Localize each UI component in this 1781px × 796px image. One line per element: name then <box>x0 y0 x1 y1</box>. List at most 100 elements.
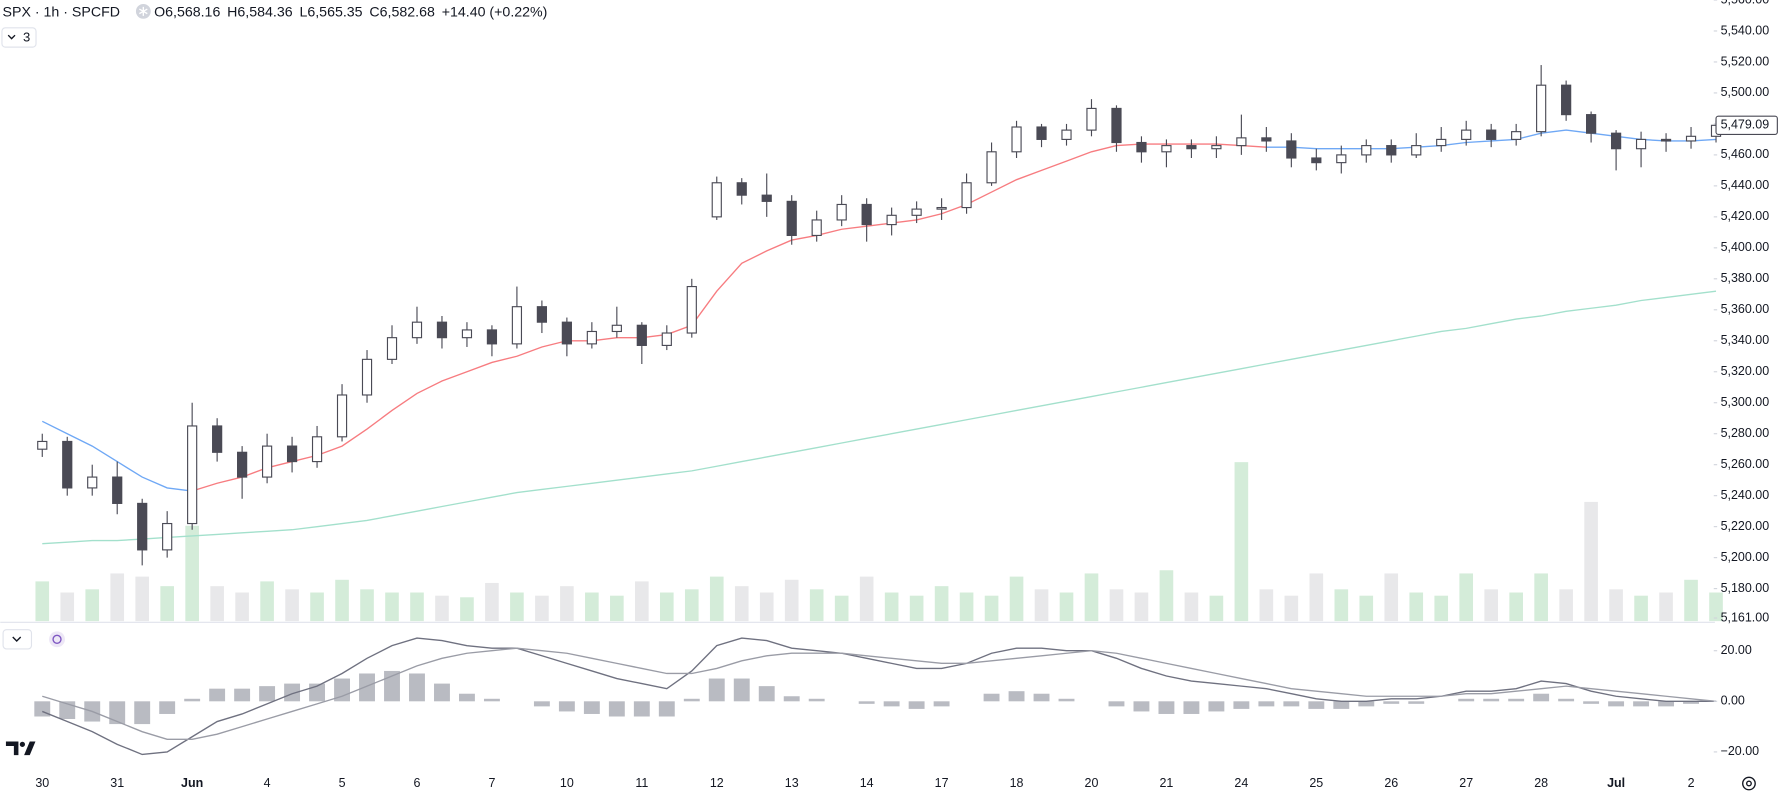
candle-body <box>536 306 548 323</box>
candle-body <box>1411 145 1422 156</box>
symbol: SPX · 1h · SPCFD <box>3 4 120 20</box>
volume-bar <box>85 589 100 622</box>
macd-histogram-bar <box>658 701 675 717</box>
macd-histogram-bar <box>134 701 151 725</box>
y-tick-label: 5,380.00 <box>1721 271 1770 285</box>
volume-bar <box>1409 592 1424 622</box>
candle-body <box>1610 132 1622 150</box>
candle-body <box>1136 141 1147 153</box>
volume-bar <box>1234 462 1249 622</box>
y-tick-label: 5,520.00 <box>1721 54 1770 68</box>
y-tick-label: 5,420.00 <box>1721 209 1770 223</box>
volume-bar <box>385 592 399 622</box>
macd-histogram-bar <box>1233 701 1250 709</box>
volume-bar <box>1134 592 1149 622</box>
macd-histogram-bar <box>159 701 176 714</box>
candle-body <box>661 332 672 346</box>
field-label: L <box>299 4 307 20</box>
macd-histogram-bar <box>683 698 700 702</box>
volume-bar <box>909 595 924 622</box>
volume-bar <box>1084 573 1099 622</box>
macd-histogram-bar <box>708 678 725 702</box>
candle-body <box>736 182 747 196</box>
candle-body <box>237 451 248 478</box>
change: +14.40 (+0.22%) <box>442 4 548 20</box>
moving-average <box>191 143 1267 492</box>
plot-layer <box>34 65 1723 756</box>
macd-histogram-bar <box>933 701 950 707</box>
candle-body <box>586 330 597 345</box>
volume-bar <box>959 592 974 622</box>
candle-body <box>1086 107 1097 131</box>
y-tick-label: 5,540.00 <box>1721 23 1770 37</box>
candle-body <box>486 329 498 345</box>
x-tick-label: 10 <box>560 776 574 790</box>
macd-histogram-bar <box>1458 698 1475 702</box>
macd-histogram-bar <box>259 686 276 702</box>
macd-histogram-bar <box>1358 701 1375 707</box>
volume-bar <box>410 592 424 622</box>
volume-bar <box>984 595 999 622</box>
candle-body <box>1461 129 1472 140</box>
macd-histogram-bar <box>384 670 400 702</box>
volume-bar <box>1634 595 1648 622</box>
macd-histogram-bar <box>1408 701 1425 704</box>
volume-bar <box>1534 573 1548 622</box>
candle-body <box>436 321 448 339</box>
candle-body <box>112 476 123 504</box>
macd-histogram-bar <box>1583 701 1600 704</box>
y-tick-label: 5,500.00 <box>1721 85 1770 99</box>
indicators-count: 3 <box>23 29 30 44</box>
volume-bar <box>1359 595 1374 622</box>
macd-histogram-bar <box>209 688 226 702</box>
macd-histogram-bar <box>733 678 750 702</box>
x-tick-label: 24 <box>1234 776 1248 790</box>
x-tick-label: 17 <box>935 776 949 790</box>
x-tick-label: 28 <box>1534 776 1548 790</box>
y-tick-label: 5,320.00 <box>1721 364 1770 378</box>
last-price-label: 5,479.09 <box>1721 118 1770 132</box>
candle-body <box>461 329 473 339</box>
volume-bar <box>585 592 599 622</box>
candle-body <box>786 200 797 237</box>
candle-body <box>187 425 198 525</box>
candle-body <box>611 324 622 333</box>
x-tick-label: 5 <box>339 776 346 790</box>
volume-bar <box>1209 595 1224 622</box>
x-tick-label: 6 <box>414 776 421 790</box>
y-tick-label: 5,180.00 <box>1721 581 1770 595</box>
field-value: 6,582.68 <box>380 4 435 20</box>
indicators-toggle[interactable]: 3 <box>1 27 37 48</box>
candle-body <box>911 208 922 216</box>
y-tick-label: 5,240.00 <box>1721 488 1770 502</box>
macd-histogram-bar <box>808 698 825 702</box>
candle-body <box>986 151 997 184</box>
x-tick-label: 27 <box>1459 776 1473 790</box>
x-tick-label: Jun <box>181 776 203 790</box>
settings-icon[interactable] <box>1742 776 1756 791</box>
y-tick-label: 5,400.00 <box>1721 240 1770 254</box>
candle-body <box>711 182 722 218</box>
macd-histogram-bar <box>1283 701 1300 707</box>
candle-body <box>1511 131 1522 140</box>
candle-body <box>511 306 523 345</box>
volume-bar <box>1709 592 1723 622</box>
volume-bar <box>285 589 299 622</box>
candle-body <box>1336 154 1347 164</box>
y-tick-label: 5,220.00 <box>1721 519 1770 533</box>
y-tick-label: 5,161.00 <box>1721 610 1770 624</box>
volume-bar <box>535 595 549 622</box>
macd-histogram-bar <box>334 678 350 702</box>
candle-body <box>936 206 947 210</box>
volume-bar <box>510 592 524 622</box>
macd-histogram-bar <box>1383 701 1400 704</box>
pane-collapse[interactable] <box>2 629 33 650</box>
macd-histogram-bar <box>1158 701 1175 714</box>
refresh-icon[interactable] <box>49 631 65 648</box>
y-tick-label: 5,560.00 <box>1721 0 1770 6</box>
macd-histogram-bar <box>109 701 126 725</box>
y-tick-label: 20.00 <box>1721 643 1752 657</box>
volume-bar <box>360 589 374 622</box>
y-tick-label: 0.00 <box>1721 694 1745 708</box>
